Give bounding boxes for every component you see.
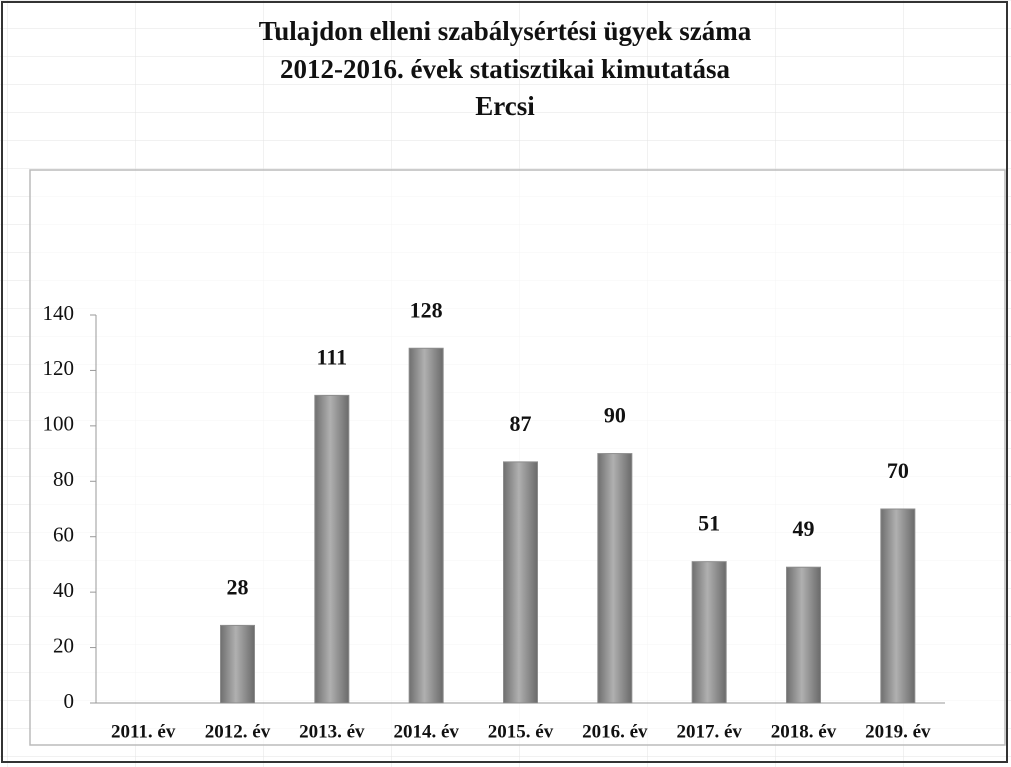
bar: [220, 624, 255, 704]
title-line: Tulajdon elleni szabálysértési ügyek szá…: [259, 16, 752, 46]
y-tick-label: 0: [64, 689, 75, 713]
title-line: Ercsi: [475, 91, 535, 121]
y-tick-label: 80: [53, 467, 74, 491]
value-label: 90: [604, 403, 626, 428]
x-tick-label: 2016. év: [582, 721, 648, 742]
x-tick-label: 2011. év: [111, 721, 176, 742]
x-tick-label: 2018. év: [771, 721, 837, 742]
bar: [786, 566, 821, 704]
bar: [597, 453, 633, 704]
y-tick-label: 100: [43, 412, 75, 436]
x-tick-label: 2019. év: [865, 721, 931, 742]
x-tick-label: 2014. év: [393, 721, 459, 742]
x-tick-label: 2017. év: [676, 721, 742, 742]
bar: [503, 461, 538, 704]
y-tick-label: 60: [53, 523, 74, 547]
y-tick-label: 40: [53, 578, 74, 602]
title-line: 2012-2016. évek statisztikai kimutatása: [280, 54, 730, 84]
value-label: 51: [698, 511, 720, 536]
y-tick-label: 140: [43, 301, 75, 325]
value-label: 70: [887, 458, 909, 483]
bar: [408, 347, 444, 704]
bar: [880, 508, 916, 704]
value-label: 87: [510, 411, 532, 436]
x-tick-label: 2012. év: [205, 721, 271, 742]
bar: [314, 394, 350, 704]
y-tick-label: 120: [43, 356, 75, 380]
bar: [691, 561, 727, 704]
x-tick-label: 2015. év: [488, 721, 554, 742]
value-label: 128: [410, 297, 443, 322]
value-label: 28: [227, 574, 249, 599]
value-label: 49: [793, 516, 815, 541]
x-tick-label: 2013. év: [299, 721, 365, 742]
y-tick-label: 20: [53, 633, 74, 657]
value-label: 111: [317, 344, 348, 369]
